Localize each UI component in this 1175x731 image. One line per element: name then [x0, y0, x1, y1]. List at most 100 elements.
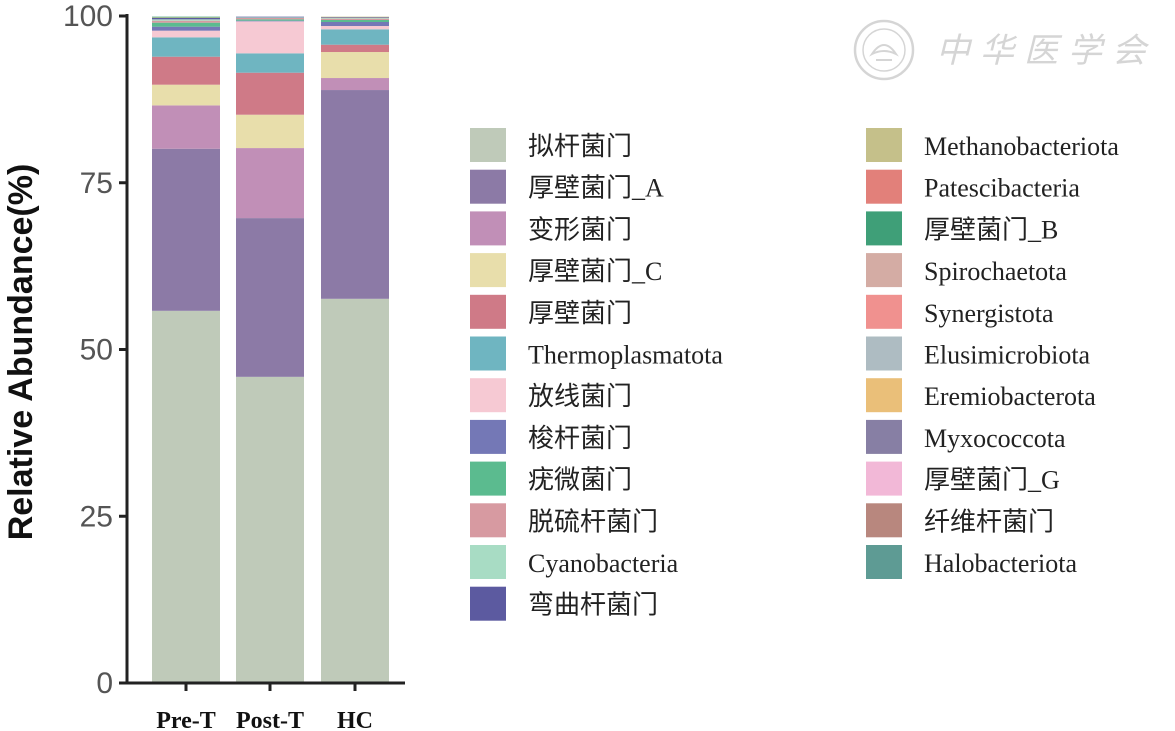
- bar-segment-pre-t-14: [152, 16, 220, 18]
- legend-item-10: Cyanobacteria: [470, 545, 679, 579]
- x-tick-label-hc: HC: [337, 708, 373, 731]
- legend-item-6: 放线菌门: [470, 378, 632, 413]
- society-seal-icon: [853, 19, 915, 81]
- legend-swatch-7: [470, 419, 506, 454]
- legend-label-21: 纤维杆菌门: [924, 507, 1054, 536]
- bar-segment-post-t-7: [236, 20, 304, 22]
- legend-swatch-0: [470, 128, 506, 162]
- bar-segment-pre-t-4: [152, 56, 220, 85]
- legend-swatch-19: [866, 419, 902, 454]
- bar-segment-pre-t-7: [152, 26, 220, 31]
- legend-swatch-11: [470, 586, 506, 621]
- legend-label-22: Halobacteriota: [924, 549, 1077, 578]
- bar-segment-pre-t-2: [152, 105, 220, 149]
- legend-item-2: 变形菌门: [470, 211, 632, 246]
- legend-label-19: Myxococcota: [924, 424, 1066, 453]
- legend-label-12: Methanobacteriota: [924, 132, 1119, 161]
- bar-segment-hc-8: [321, 20, 389, 23]
- bar-segment-hc-12: [321, 16, 389, 18]
- legend-item-15: Spirochaetota: [866, 253, 1067, 288]
- legend-label-14: 厚壁菌门_B: [924, 215, 1058, 244]
- y-tick-label-75: 75: [80, 167, 113, 200]
- legend-swatch-3: [470, 253, 506, 288]
- legend-swatch-6: [470, 378, 506, 413]
- legend-label-2: 变形菌门: [528, 215, 632, 244]
- bar-segment-post-t-1: [236, 218, 304, 377]
- legend-swatch-14: [866, 211, 902, 246]
- legend-label-17: Elusimicrobiota: [924, 341, 1091, 370]
- x-tick-label-pre-t: Pre-T: [156, 708, 216, 731]
- bar-segment-hc-2: [321, 78, 389, 91]
- legend-item-1: 厚壁菌门_A: [470, 169, 664, 204]
- legend-item-19: Myxococcota: [866, 419, 1066, 454]
- legend-swatch-5: [470, 336, 506, 371]
- bar-segment-hc-4: [321, 44, 389, 53]
- legend-item-16: Synergistota: [866, 294, 1054, 329]
- bar-segment-post-t-4: [236, 72, 304, 115]
- bar-segment-hc-5: [321, 29, 389, 45]
- y-tick-label-50: 50: [80, 334, 113, 367]
- legend-swatch-12: [866, 128, 902, 162]
- legend-label-3: 厚壁菌门_C: [528, 257, 662, 286]
- bar-segment-hc-1: [321, 90, 389, 299]
- legend-label-9: 脱硫杆菌门: [528, 507, 658, 536]
- legend-item-18: Eremiobacterota: [866, 378, 1096, 413]
- legend-swatch-15: [866, 253, 902, 288]
- bar-segment-post-t-11: [236, 16, 304, 18]
- bar-segment-post-t-10: [236, 17, 304, 19]
- legend-swatch-17: [866, 336, 902, 371]
- legend-label-16: Synergistota: [924, 299, 1054, 328]
- bar-segment-pre-t-10: [152, 19, 220, 21]
- bar-segment-pre-t-6: [152, 30, 220, 38]
- legend-label-7: 梭杆菌门: [528, 424, 632, 453]
- legend-label-10: Cyanobacteria: [528, 549, 679, 578]
- bar-segment-post-t-6: [236, 21, 304, 54]
- legend-label-4: 厚壁菌门: [528, 299, 632, 328]
- legend-swatch-18: [866, 378, 902, 413]
- legend-item-7: 梭杆菌门: [470, 419, 632, 454]
- legend-label-1: 厚壁菌门_A: [528, 174, 664, 203]
- legend-swatch-4: [470, 294, 506, 329]
- watermark: 中华医学会: [853, 19, 1152, 81]
- legend-item-14: 厚壁菌门_B: [866, 211, 1058, 246]
- bar-segment-pre-t-1: [152, 148, 220, 311]
- legend-item-9: 脱硫杆菌门: [470, 503, 658, 538]
- bar-segment-pre-t-11: [152, 18, 220, 20]
- legend-item-11: 弯曲杆菌门: [470, 586, 658, 621]
- y-tick-label-100: 100: [63, 0, 113, 33]
- bar-segment-hc-6: [321, 26, 389, 30]
- bar-segment-post-t-0: [236, 376, 304, 683]
- legend-swatch-22: [866, 545, 902, 579]
- bar-segment-hc-10: [321, 18, 389, 19]
- legend-item-12: Methanobacteriota: [866, 128, 1119, 162]
- legend-item-22: Halobacteriota: [866, 545, 1077, 579]
- legend-item-20: 厚壁菌门_G: [866, 461, 1060, 496]
- legend-item-0: 拟杆菌门: [470, 128, 632, 162]
- bar-segment-hc-9: [321, 18, 389, 21]
- legend-label-13: Patescibacteria: [924, 174, 1080, 203]
- legend-item-21: 纤维杆菌门: [866, 503, 1054, 538]
- bar-segment-pre-t-5: [152, 37, 220, 57]
- bars-layer: [152, 16, 389, 683]
- legend-label-15: Spirochaetota: [924, 257, 1067, 286]
- bar-segment-pre-t-3: [152, 84, 220, 106]
- bar-segment-hc-3: [321, 52, 389, 79]
- legend-item-4: 厚壁菌门: [470, 294, 632, 329]
- bar-segment-hc-11: [321, 17, 389, 19]
- legend-swatch-13: [866, 169, 902, 204]
- legend-swatch-8: [470, 461, 506, 496]
- watermark-text: 中华医学会: [936, 31, 1152, 71]
- legend-label-18: Eremiobacterota: [924, 382, 1096, 411]
- legend-item-17: Elusimicrobiota: [866, 336, 1091, 371]
- y-tick-label-0: 0: [96, 667, 113, 700]
- legend-label-6: 放线菌门: [528, 382, 632, 411]
- bar-segment-post-t-3: [236, 114, 304, 149]
- legend-swatch-1: [470, 169, 506, 204]
- axes-layer: 0 25 50 75 100 Pre-T Post-T HC Relative Abundanc…: [2, 0, 405, 731]
- legend-swatch-9: [470, 503, 506, 538]
- legend-item-8: 疣微菌门: [470, 461, 632, 496]
- legend-swatch-10: [470, 545, 506, 579]
- legend-label-8: 疣微菌门: [528, 466, 632, 495]
